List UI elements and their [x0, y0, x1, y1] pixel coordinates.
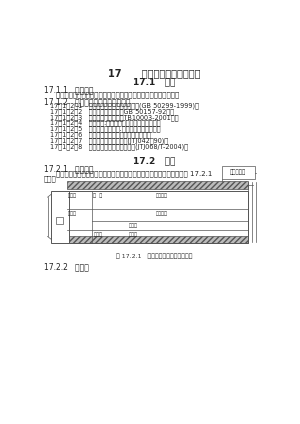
Text: 泥浆管系: 泥浆管系: [156, 212, 168, 216]
Text: 泥水舱: 泥水舱: [68, 192, 77, 198]
Text: 17．1．2．3   鐵路隧道设计规范（TB10003-2001）。: 17．1．2．3 鐵路隧道设计规范（TB10003-2001）。: [50, 114, 178, 121]
Bar: [222, 166, 254, 179]
Text: 本标准适用于采用盾构法施工的软土、泥沙地层的城市交通隧道。: 本标准适用于采用盾构法施工的软土、泥沙地层的城市交通隧道。: [47, 91, 179, 98]
Bar: [52, 191, 68, 243]
Text: 17．1．2．2   地下鐵道设计规范（GB 50157-92）。: 17．1．2．2 地下鐵道设计规范（GB 50157-92）。: [50, 108, 174, 115]
Text: 17.1.2   编制参考标准、规范及专著: 17.1.2 编制参考标准、规范及专著: [44, 97, 130, 106]
Text: 泥环室: 泥环室: [68, 212, 77, 216]
Text: 泥水处理站: 泥水处理站: [230, 170, 246, 175]
Text: 螺旋机: 螺旋机: [93, 232, 102, 237]
Text: 皮带机: 皮带机: [129, 223, 138, 228]
Text: 所示。: 所示。: [44, 176, 56, 182]
Text: 图 17.2.1   泥水加压平衡盾构构示意图: 图 17.2.1 泥水加压平衡盾构构示意图: [116, 254, 192, 259]
Bar: [67, 191, 248, 243]
Text: 拼接管片: 拼接管片: [156, 192, 168, 198]
Text: 17      泥水平衡盾构施工工艺: 17 泥水平衡盾构施工工艺: [107, 68, 200, 78]
Text: 17.1   总则: 17.1 总则: [133, 77, 175, 86]
Bar: [56, 217, 64, 224]
Bar: [67, 237, 248, 243]
Text: 泥浆泵: 泥浆泵: [129, 232, 138, 237]
Text: 17．1．2．6   盾构隧道隧道工程施工及验收规范。: 17．1．2．6 盾构隧道隧道工程施工及验收规范。: [50, 131, 151, 138]
Text: 盾  机: 盾 机: [93, 192, 103, 198]
Text: 17．1．2．8   公路工程质量检验评定标准(JTJ068/T-2004)。: 17．1．2．8 公路工程质量检验评定标准(JTJ068/T-2004)。: [50, 143, 188, 150]
Text: 17．1．2．7   公路隧道施工技术规范(JTJ042－90)。: 17．1．2．7 公路隧道施工技术规范(JTJ042－90)。: [50, 137, 168, 144]
Text: 17．1．2．4   盾构隧道.张凤罃、朱介平、张维仰编著。: 17．1．2．4 盾构隧道.张凤罃、朱介平、张维仰编著。: [50, 120, 160, 126]
Text: 泥浆水压力性能侧面稳定的盾构称为泥水结构，其工作原理示意图如图 17.2.1: 泥浆水压力性能侧面稳定的盾构称为泥水结构，其工作原理示意图如图 17.2.1: [47, 170, 212, 177]
Text: 17.1.1   适用范围: 17.1.1 适用范围: [44, 86, 93, 95]
Bar: [67, 181, 248, 189]
Text: 17.2   术语: 17.2 术语: [133, 156, 175, 165]
Text: 17．1．2．5   盾构隧道施工手册.张凤罃、顾维明等编。: 17．1．2．5 盾构隧道施工手册.张凤罃、顾维明等编。: [50, 126, 160, 132]
Text: 17.2.1   泥水结构: 17.2.1 泥水结构: [44, 165, 93, 174]
Text: 17．1．2．1   地下鐵道工程施工及验收规范(GB 50299-1999)。: 17．1．2．1 地下鐵道工程施工及验收规范(GB 50299-1999)。: [50, 103, 199, 109]
Text: 17.2.2   泥水舱: 17.2.2 泥水舱: [44, 262, 88, 271]
